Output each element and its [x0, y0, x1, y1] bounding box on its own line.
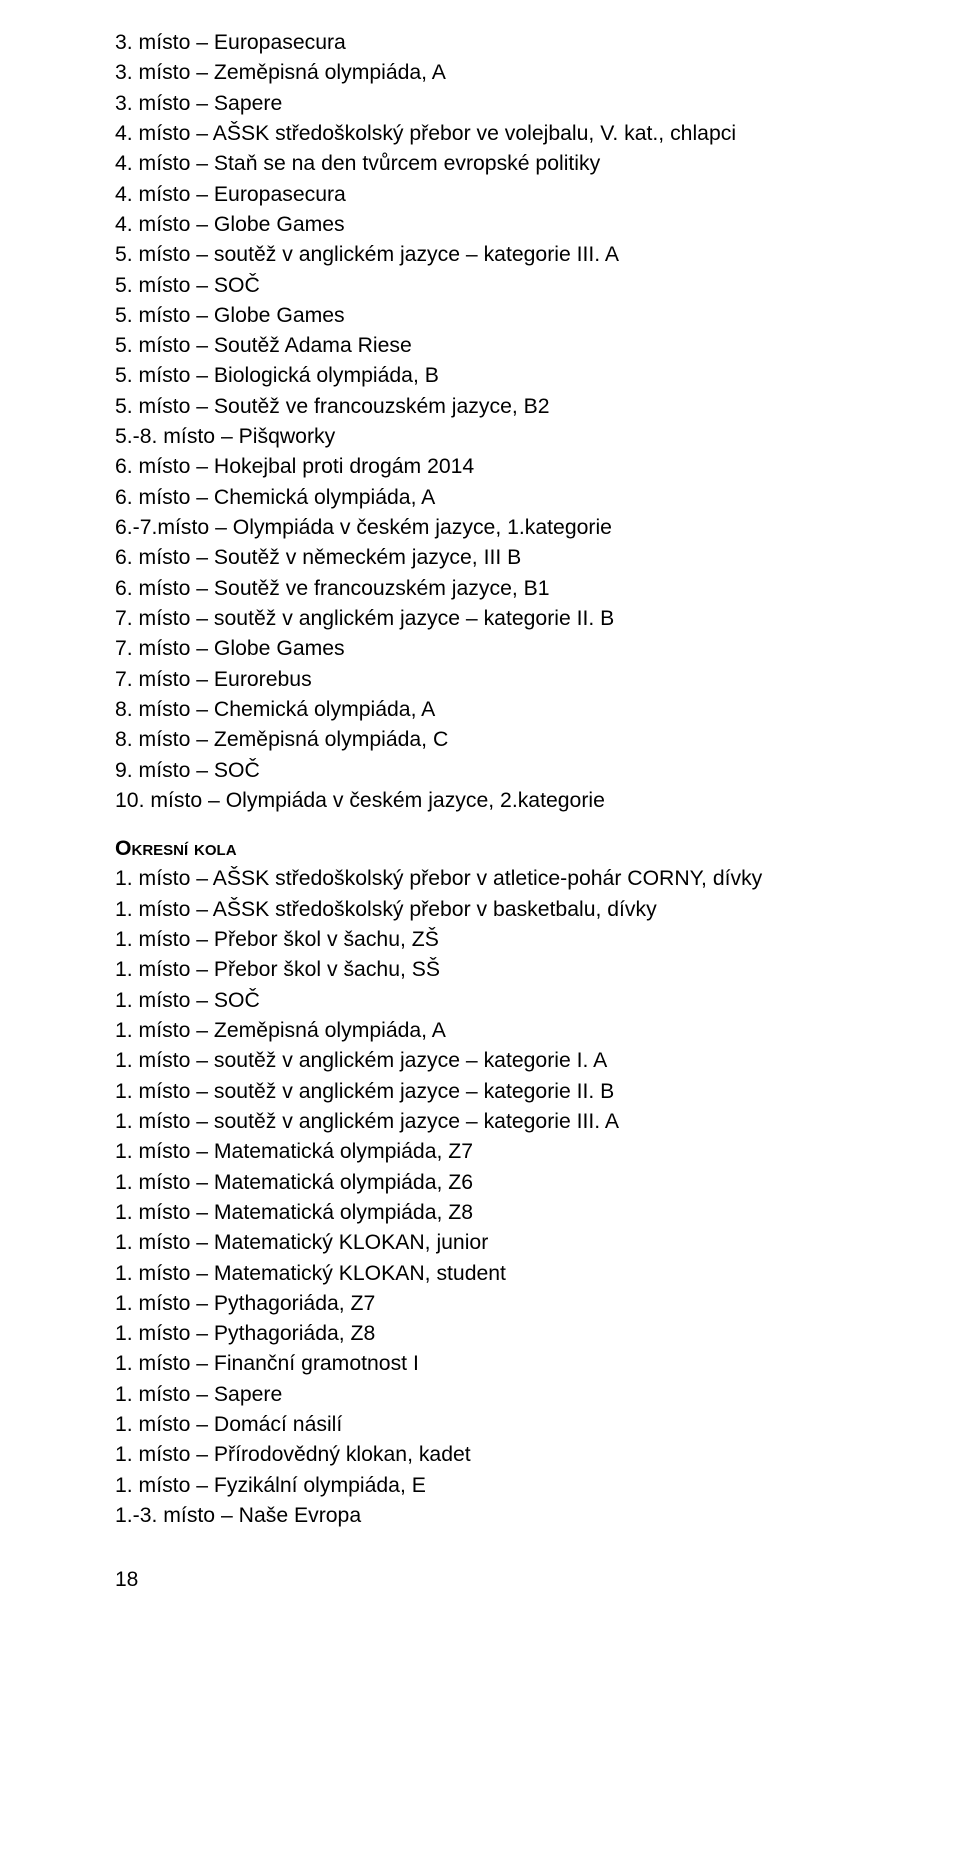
document-page: 3. místo – Europasecura3. místo – Zeměpi…	[0, 0, 960, 1875]
block1-line: 6. místo – Soutěž ve francouzském jazyce…	[115, 574, 910, 604]
block1-line: 9. místo – SOČ	[115, 756, 910, 786]
block1-line: 5. místo – Globe Games	[115, 301, 910, 331]
block1-line: 5. místo – Biologická olympiáda, B	[115, 361, 910, 391]
block2-line: 1. místo – Přebor škol v šachu, SŠ	[115, 955, 910, 985]
block1-line: 5. místo – SOČ	[115, 271, 910, 301]
page-number: 18	[115, 1565, 910, 1595]
block1-line: 6. místo – Chemická olympiáda, A	[115, 483, 910, 513]
block2-line: 1. místo – Pythagoriáda, Z7	[115, 1289, 910, 1319]
block2-line: 1. místo – Přírodovědný klokan, kadet	[115, 1440, 910, 1470]
block2-line: 1. místo – Domácí násilí	[115, 1410, 910, 1440]
section-heading-okresni-kola: Okresní kola	[115, 834, 910, 864]
results-block-2: 1. místo – AŠSK středoškolský přebor v a…	[115, 864, 910, 1531]
block2-line: 1. místo – AŠSK středoškolský přebor v a…	[115, 864, 910, 894]
block1-line: 7. místo – Globe Games	[115, 634, 910, 664]
block2-line: 1.-3. místo – Naše Evropa	[115, 1501, 910, 1531]
block1-line: 5. místo – Soutěž ve francouzském jazyce…	[115, 392, 910, 422]
block1-line: 7. místo – soutěž v anglickém jazyce – k…	[115, 604, 910, 634]
block2-line: 1. místo – Matematická olympiáda, Z7	[115, 1137, 910, 1167]
block2-line: 1. místo – Sapere	[115, 1380, 910, 1410]
block2-line: 1. místo – Zeměpisná olympiáda, A	[115, 1016, 910, 1046]
block2-line: 1. místo – Finanční gramotnost I	[115, 1349, 910, 1379]
block1-line: 6.-7.místo – Olympiáda v českém jazyce, …	[115, 513, 910, 543]
block1-line: 5. místo – soutěž v anglickém jazyce – k…	[115, 240, 910, 270]
block1-line: 8. místo – Chemická olympiáda, A	[115, 695, 910, 725]
block2-line: 1. místo – AŠSK středoškolský přebor v b…	[115, 895, 910, 925]
block2-line: 1. místo – Matematická olympiáda, Z8	[115, 1198, 910, 1228]
block2-line: 1. místo – Matematická olympiáda, Z6	[115, 1168, 910, 1198]
block1-line: 7. místo – Eurorebus	[115, 665, 910, 695]
block1-line: 3. místo – Zeměpisná olympiáda, A	[115, 58, 910, 88]
block1-line: 4. místo – Europasecura	[115, 180, 910, 210]
block2-line: 1. místo – Fyzikální olympiáda, E	[115, 1471, 910, 1501]
block2-line: 1. místo – soutěž v anglickém jazyce – k…	[115, 1046, 910, 1076]
block1-line: 3. místo – Europasecura	[115, 28, 910, 58]
block2-line: 1. místo – Přebor škol v šachu, ZŠ	[115, 925, 910, 955]
block2-line: 1. místo – Matematický KLOKAN, junior	[115, 1228, 910, 1258]
block2-line: 1. místo – soutěž v anglickém jazyce – k…	[115, 1077, 910, 1107]
block1-line: 5.-8. místo – Pišqworky	[115, 422, 910, 452]
block1-line: 4. místo – Globe Games	[115, 210, 910, 240]
block1-line: 4. místo – AŠSK středoškolský přebor ve …	[115, 119, 910, 149]
block1-line: 8. místo – Zeměpisná olympiáda, C	[115, 725, 910, 755]
block1-line: 3. místo – Sapere	[115, 89, 910, 119]
block2-line: 1. místo – Matematický KLOKAN, student	[115, 1259, 910, 1289]
block1-line: 10. místo – Olympiáda v českém jazyce, 2…	[115, 786, 910, 816]
results-block-1: 3. místo – Europasecura3. místo – Zeměpi…	[115, 28, 910, 816]
block1-line: 6. místo – Hokejbal proti drogám 2014	[115, 452, 910, 482]
block1-line: 5. místo – Soutěž Adama Riese	[115, 331, 910, 361]
block2-line: 1. místo – Pythagoriáda, Z8	[115, 1319, 910, 1349]
block1-line: 6. místo – Soutěž v německém jazyce, III…	[115, 543, 910, 573]
block2-line: 1. místo – SOČ	[115, 986, 910, 1016]
block1-line: 4. místo – Staň se na den tvůrcem evrops…	[115, 149, 910, 179]
block2-line: 1. místo – soutěž v anglickém jazyce – k…	[115, 1107, 910, 1137]
